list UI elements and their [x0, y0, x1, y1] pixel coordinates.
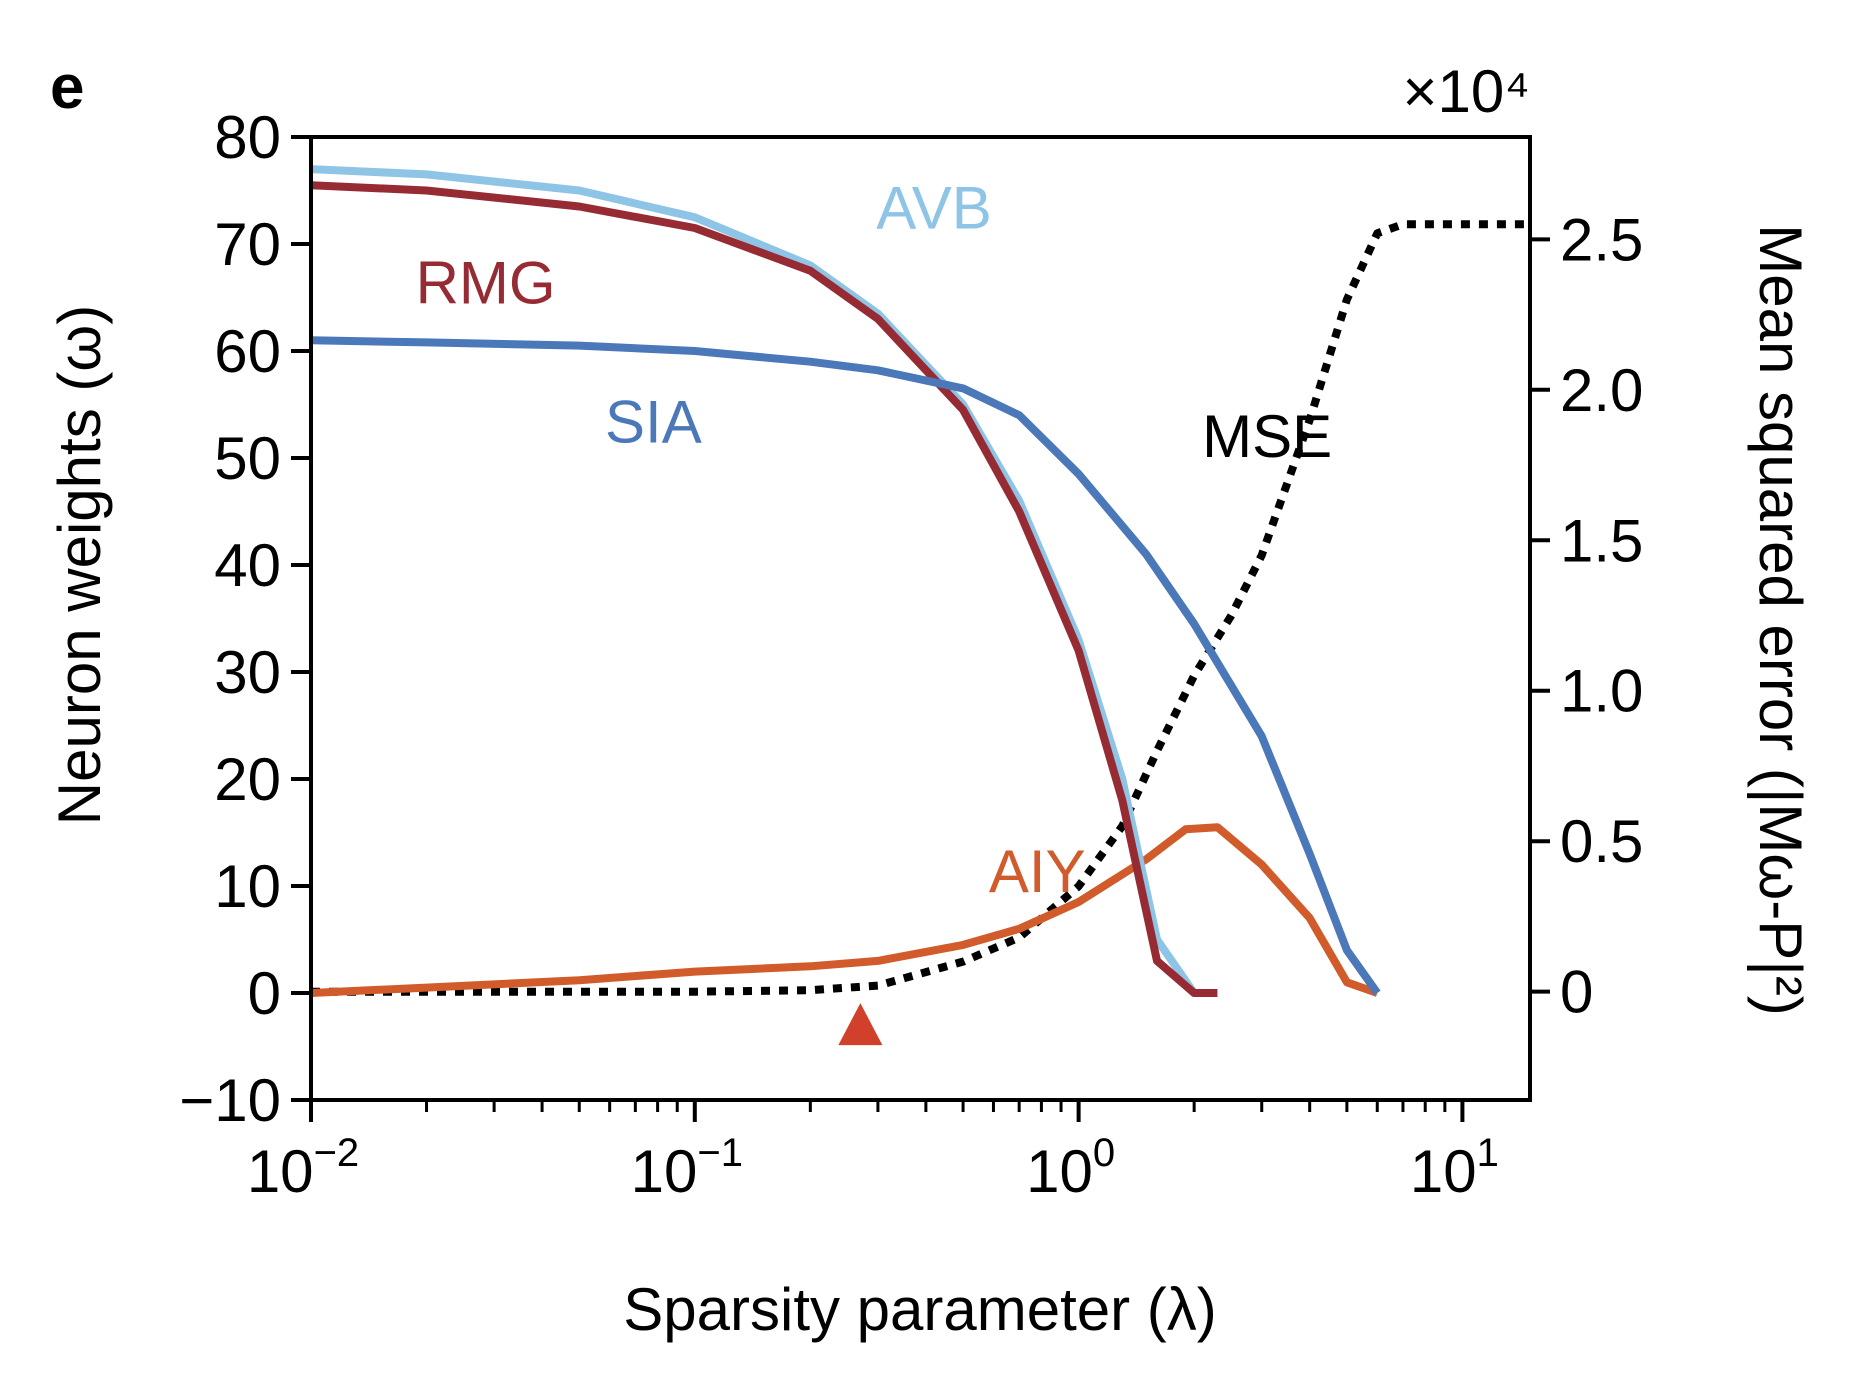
- x-tick-label: 100: [1026, 1131, 1115, 1205]
- lambda-marker: [838, 1003, 883, 1046]
- y-tick-label: 10: [214, 853, 281, 920]
- y-right-tick-label: 1.0: [1560, 658, 1643, 725]
- series-label-mse: MSE: [1202, 403, 1332, 470]
- y-tick-label: 40: [214, 532, 281, 599]
- y-axis-left: −10 0 10 20 30 40 50 60 70 80: [179, 104, 311, 1134]
- y-tick-label: 50: [214, 425, 281, 492]
- series-group: [311, 165, 1530, 997]
- y-right-tick-label: 2.0: [1560, 357, 1643, 424]
- y-axis-right-title: Mean squared error (|Mω-P|²): [1747, 224, 1814, 1016]
- y-tick-label: 20: [214, 746, 281, 813]
- series-labels: AVB RMG SIA AIY MSE: [416, 175, 1333, 905]
- y-tick-label: 80: [214, 104, 281, 171]
- y-tick-label: 30: [214, 639, 281, 706]
- y-tick-label: 0: [248, 960, 281, 1027]
- x-tick-label: 10−2: [247, 1131, 359, 1205]
- y-axis-title: Neuron weights (ω): [46, 305, 113, 825]
- y-tick-label: −10: [179, 1067, 281, 1134]
- plot-area: [311, 165, 1530, 1046]
- y-right-tick-label: 0: [1560, 959, 1593, 1026]
- y-right-tick-label: 1.5: [1560, 507, 1643, 574]
- series-line-aiy: [311, 823, 1379, 997]
- x-tick-label: 101: [1410, 1131, 1499, 1205]
- x-tick-label: 10−1: [631, 1131, 743, 1205]
- series-label-rmg: RMG: [416, 249, 556, 316]
- y-tick-label: 70: [214, 211, 281, 278]
- series-line-sia: [311, 336, 1381, 996]
- series-line-rmg: [311, 181, 1218, 997]
- series-line-mse: [311, 220, 1530, 996]
- panel-letter: e: [50, 53, 84, 122]
- y-right-tick-label: 2.5: [1560, 206, 1643, 273]
- y-right-tick-label: 0.5: [1560, 808, 1643, 875]
- series-label-sia: SIA: [605, 389, 702, 456]
- plot-frame: [309, 135, 1532, 1102]
- y-tick-label: 60: [214, 318, 281, 385]
- right-axis-multiplier: ×10⁴: [1402, 58, 1530, 125]
- y-axis-right: 0 0.5 1.0 1.5 2.0 2.5: [1530, 206, 1643, 1026]
- series-label-avb: AVB: [876, 175, 992, 242]
- x-axis: 10−2 10−1 100 101: [247, 1100, 1499, 1205]
- x-axis-title: Sparsity parameter (λ): [623, 1276, 1217, 1343]
- series-label-aiy: AIY: [989, 838, 1086, 905]
